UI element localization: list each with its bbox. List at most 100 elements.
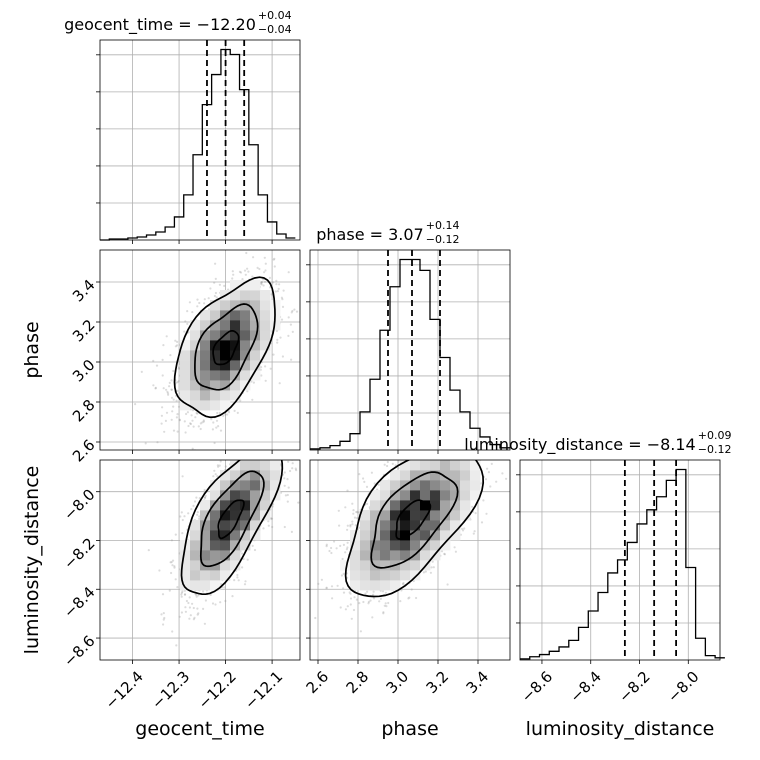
sample-point (332, 432, 334, 434)
sample-point (369, 599, 372, 602)
density-cell (210, 520, 221, 531)
sample-point (195, 595, 198, 598)
sample-point (294, 467, 297, 470)
sample-point (417, 446, 419, 448)
density-cell (260, 320, 271, 331)
sample-point (364, 592, 367, 595)
sample-point (271, 457, 273, 459)
sample-point (181, 532, 184, 535)
sample-point (204, 494, 207, 497)
density-cell (240, 360, 251, 371)
density-cell (250, 370, 261, 381)
sample-point (162, 612, 165, 615)
sample-point (198, 517, 201, 521)
sample-point (432, 454, 434, 456)
sample-point (244, 273, 247, 276)
sample-point (210, 418, 213, 421)
density-cell (220, 510, 231, 521)
sample-point (242, 557, 245, 561)
sample-point (171, 630, 174, 633)
sample-point (297, 501, 300, 504)
density-cell (230, 540, 241, 551)
sample-point (260, 456, 262, 458)
sample-point (293, 308, 296, 311)
density-cell (200, 500, 211, 511)
sample-point (485, 512, 488, 515)
sample-point (275, 283, 278, 286)
density-cell (200, 310, 211, 321)
contour-level-1 (217, 499, 245, 540)
density-cell (240, 500, 251, 511)
density-cell (240, 300, 251, 311)
sample-point (346, 546, 349, 549)
sample-point (176, 430, 179, 433)
sample-point (251, 398, 254, 401)
sample-point (379, 597, 382, 601)
sample-point (272, 258, 275, 261)
contour-level-2 (194, 303, 259, 391)
sample-point (178, 615, 181, 618)
sample-point (255, 432, 257, 434)
sample-point (495, 480, 498, 483)
density-cell (190, 570, 201, 581)
sample-point (231, 270, 234, 273)
density-cell (260, 310, 271, 321)
sample-point (263, 280, 267, 283)
sample-point (443, 553, 446, 556)
density-cell (250, 520, 261, 531)
sample-point (275, 279, 278, 282)
sample-point (248, 445, 250, 447)
sample-point (170, 388, 173, 391)
sample-point (177, 379, 180, 383)
sample-point (177, 366, 180, 369)
sample-point (244, 580, 247, 583)
density-cell (190, 390, 201, 401)
sample-point (198, 515, 201, 518)
contour-level-3 (180, 460, 284, 596)
sample-point (191, 447, 194, 450)
density-cell (220, 390, 231, 401)
sample-point (341, 557, 344, 561)
sample-point (156, 441, 159, 444)
sample-point (424, 457, 426, 459)
sample-point (284, 494, 287, 497)
sample-point (265, 446, 267, 448)
sample-point (387, 601, 390, 605)
sample-point (262, 278, 265, 281)
sample-point (377, 483, 380, 486)
density-cell (250, 320, 261, 331)
sample-point (429, 571, 432, 574)
sample-point (480, 521, 484, 524)
sample-point (204, 496, 207, 499)
sample-point (287, 430, 289, 432)
sample-point (474, 424, 476, 426)
sample-point (170, 418, 173, 421)
sample-point (180, 511, 183, 514)
sample-point (297, 457, 299, 459)
sample-point (356, 511, 359, 514)
sample-point (219, 460, 222, 463)
density-cell (200, 390, 211, 401)
density-cell (240, 330, 251, 341)
sample-point (174, 339, 177, 342)
density-cell (220, 540, 231, 551)
sample-point (170, 379, 173, 382)
sample-point (472, 455, 474, 457)
density-cell (230, 300, 241, 311)
sample-point (342, 587, 345, 590)
sample-point (397, 460, 400, 463)
sample-point (281, 298, 284, 301)
sample-point (484, 478, 488, 481)
sample-point (174, 578, 177, 581)
sample-point (275, 329, 278, 333)
sample-point (287, 316, 290, 319)
sample-point (203, 302, 206, 305)
sample-point (264, 379, 267, 382)
density-cell (270, 470, 281, 481)
sample-point (456, 415, 458, 417)
pair-geocent_time-luminosity_distance (96, 430, 334, 664)
density-cell (220, 300, 231, 311)
sample-point (243, 269, 247, 272)
sample-point (278, 382, 281, 385)
sample-point (236, 411, 239, 414)
